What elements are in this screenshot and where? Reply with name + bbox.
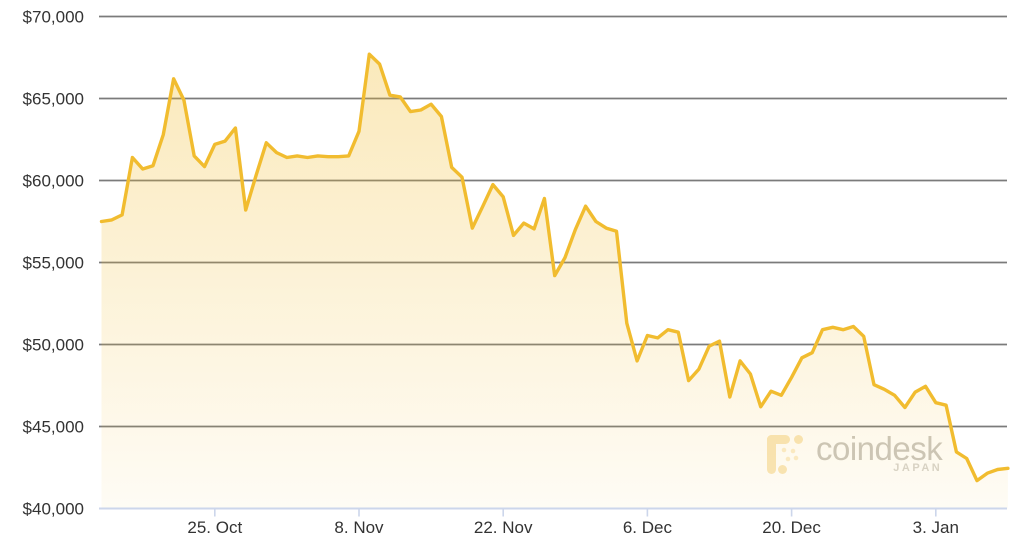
y-axis-label: $50,000 <box>23 336 84 355</box>
x-axis-label: 22. Nov <box>474 518 533 537</box>
x-axis-label: 3. Jan <box>913 518 959 537</box>
y-axis-label: $70,000 <box>23 8 84 27</box>
y-axis-label: $65,000 <box>23 90 84 109</box>
y-axis-label: $60,000 <box>23 172 84 191</box>
y-axis-label: $45,000 <box>23 418 84 437</box>
x-axis-label: 20. Dec <box>762 518 821 537</box>
x-axis-label: 6. Dec <box>623 518 673 537</box>
y-axis-label: $40,000 <box>23 500 84 519</box>
y-axis-label: $55,000 <box>23 254 84 273</box>
x-axis-label: 25. Oct <box>187 518 242 537</box>
price-line <box>99 52 1010 483</box>
x-axis-label: 8. Nov <box>334 518 384 537</box>
price-area <box>101 54 1008 509</box>
